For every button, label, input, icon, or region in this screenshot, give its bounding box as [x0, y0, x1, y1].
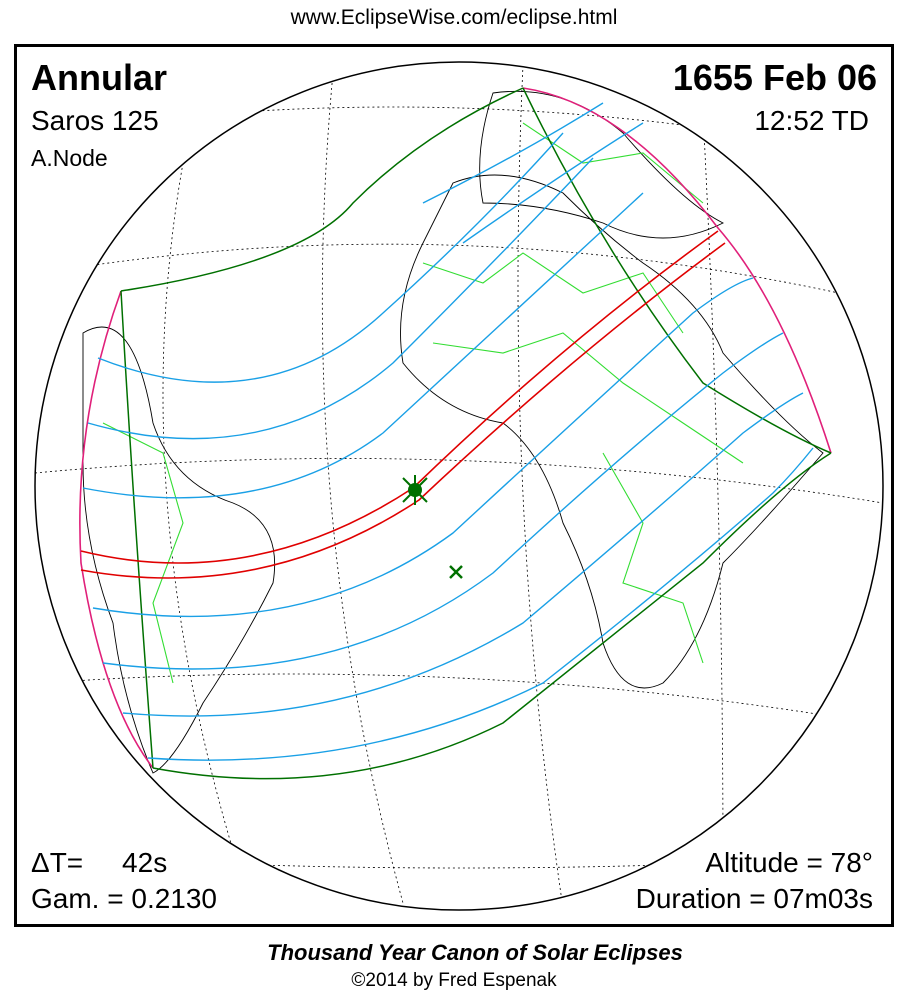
eclipse-date: 1655 Feb 06 — [672, 57, 877, 98]
copyright: ©2014 by Fred Espenak — [351, 970, 557, 991]
penumbral-limits — [82, 102, 814, 761]
political-borders — [102, 122, 744, 684]
globe-outline — [34, 61, 884, 911]
saros-number: Saros 125 — [31, 105, 159, 136]
globe-map — [34, 61, 884, 911]
gamma: Gam. = 0.2130 — [31, 883, 218, 914]
greatest-eclipse-marker — [402, 475, 428, 505]
delta-t: ΔT= 42s — [31, 847, 168, 878]
canon-title: Thousand Year Canon of Solar Eclipses — [267, 940, 683, 965]
sun-altitude: Altitude = 78° — [705, 847, 873, 878]
node: A.Node — [31, 145, 108, 171]
rise-set-curves — [79, 87, 832, 769]
eclipse-time: 12:52 TD — [754, 105, 869, 136]
sub-solar-point-marker — [449, 565, 463, 579]
eclipse-type: Annular — [31, 57, 168, 98]
source-url: www.EclipseWise.com/eclipse.html — [290, 6, 618, 29]
eclipse-map-frame: Annular Saros 125 A.Node 1655 Feb 06 12:… — [14, 44, 894, 927]
duration: Duration = 07m03s — [635, 883, 873, 914]
